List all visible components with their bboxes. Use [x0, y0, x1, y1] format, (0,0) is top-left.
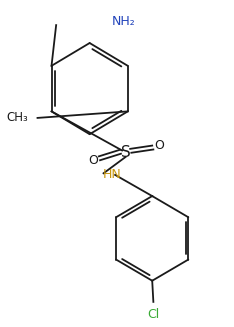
- Text: NH₂: NH₂: [111, 15, 135, 28]
- Text: S: S: [121, 145, 130, 160]
- Text: Cl: Cl: [147, 308, 160, 321]
- Text: O: O: [154, 139, 165, 152]
- Text: CH₃: CH₃: [7, 112, 28, 124]
- Text: HN: HN: [102, 168, 121, 181]
- Text: O: O: [88, 154, 98, 167]
